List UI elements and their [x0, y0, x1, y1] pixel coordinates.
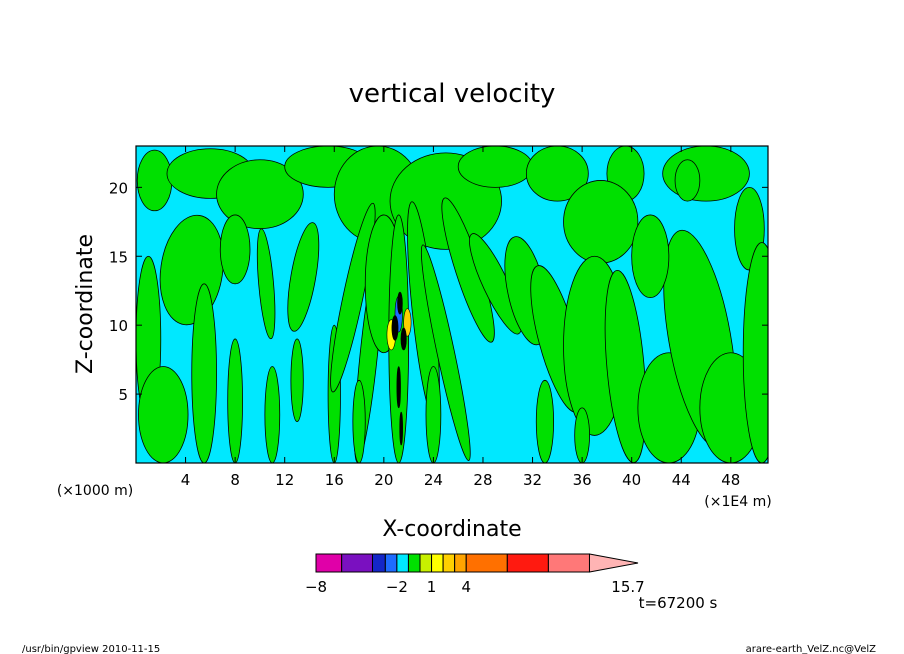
x-tick-label: 16: [325, 471, 344, 489]
positive-region: [287, 222, 320, 332]
colorbar: −8 −2 1 4 15.7: [305, 553, 645, 596]
y-axis-label: Z-coordinate: [73, 234, 98, 374]
plot-frame: [135, 145, 769, 464]
positive-region: [227, 338, 243, 463]
x-unit-left: (×1000 m): [57, 483, 133, 499]
y-tick-label: 5: [118, 386, 128, 404]
colorbar-segment: [454, 553, 467, 573]
y-axis: 5 10 15 20: [109, 179, 768, 404]
positive-regions: [136, 146, 768, 463]
positive-region: [219, 214, 251, 285]
x-tick-label: 40: [622, 471, 641, 489]
x-tick-label: 20: [374, 471, 393, 489]
colorbar-label: 1: [427, 578, 437, 596]
colorbar-segment: [407, 553, 421, 573]
x-tick-label: 44: [672, 471, 691, 489]
positive-region: [425, 366, 442, 463]
footer-right: arare-earth_VelZ.nc@VelZ: [746, 644, 877, 654]
y-tick-label: 10: [109, 317, 128, 335]
core-cell: [399, 411, 403, 446]
positive-region: [631, 214, 670, 299]
positive-region: [216, 159, 304, 230]
footer-left: /usr/bin/gpview 2010-11-15: [22, 644, 160, 654]
colorbar-segment: [588, 553, 639, 573]
positive-region: [525, 146, 589, 202]
convective-core: [386, 291, 412, 446]
time-label: t=67200 s: [639, 594, 718, 612]
positive-region: [138, 366, 189, 463]
chart-title: vertical velocity: [349, 79, 556, 109]
positive-region: [256, 228, 276, 340]
plot-area: [136, 146, 768, 463]
colorbar-segment: [384, 553, 398, 573]
x-tick-label: 48: [721, 471, 740, 489]
colorbar-segment: [547, 553, 590, 573]
positive-region: [674, 159, 701, 202]
positive-region: [352, 379, 366, 463]
colorbar-segment: [465, 553, 508, 573]
x-tick-label: 28: [473, 471, 492, 489]
core-cell: [400, 327, 407, 351]
y-tick-label: 15: [109, 248, 128, 266]
x-tick-label: 32: [523, 471, 542, 489]
y-tick-label: 20: [109, 179, 128, 197]
colorbar-segment: [419, 553, 433, 573]
x-tick-label: 8: [230, 471, 240, 489]
x-tick-label: 4: [181, 471, 191, 489]
positive-region: [420, 244, 471, 462]
positive-region: [457, 146, 533, 188]
colorbar-segment: [341, 553, 373, 573]
x-tick-label: 24: [424, 471, 443, 489]
positive-region: [191, 283, 217, 463]
core-cell: [391, 315, 399, 341]
x-unit-right: (×1E4 m): [704, 494, 771, 510]
positive-region: [574, 407, 590, 463]
core-cell: [397, 291, 403, 315]
core-cell: [396, 366, 401, 409]
positive-region: [290, 338, 304, 423]
positive-region: [136, 149, 173, 212]
colorbar-segment: [315, 553, 343, 573]
positive-region: [264, 366, 281, 463]
x-tick-label: 12: [275, 471, 294, 489]
colorbar-segment: [396, 553, 409, 573]
colorbar-segment: [506, 553, 549, 573]
colorbar-label: −2: [386, 578, 408, 596]
colorbar-label: −8: [305, 578, 327, 596]
positive-region: [742, 242, 768, 463]
positive-region: [563, 180, 639, 264]
x-axis-label: X-coordinate: [382, 517, 521, 542]
colorbar-segment: [442, 553, 456, 573]
x-tick-label: 36: [573, 471, 592, 489]
colorbar-segment: [431, 553, 444, 573]
x-axis: 4 8 12 16 20 24 28 32 36 40 44 48: [181, 146, 740, 489]
colorbar-segment: [371, 553, 386, 573]
colorbar-label: 4: [461, 578, 471, 596]
positive-region: [330, 202, 376, 393]
positive-region: [535, 379, 555, 463]
colorbar-label: 15.7: [611, 578, 644, 596]
